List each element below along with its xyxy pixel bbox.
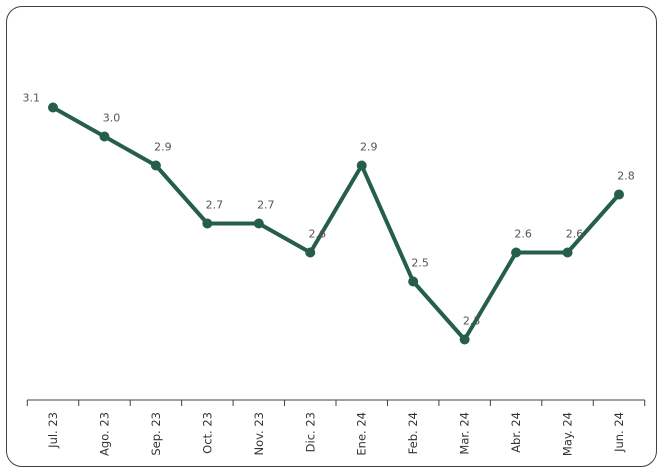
- data-point: [614, 189, 624, 200]
- x-tick-label: Ene. 24: [355, 412, 369, 456]
- x-tick-label: Nov. 23: [252, 412, 266, 456]
- data-label: 2.5: [411, 257, 429, 270]
- x-tick-label: Dic. 23: [303, 412, 317, 452]
- data-label: 2.8: [617, 170, 635, 183]
- x-tick-label: Jul. 23: [46, 412, 60, 449]
- data-point: [408, 276, 419, 287]
- data-label: 2.7: [206, 199, 224, 212]
- data-label: 2.3: [463, 315, 481, 328]
- data-label: 2.6: [566, 228, 584, 241]
- x-tick-label: May. 24: [561, 412, 575, 456]
- series-line-layer: [51, 105, 621, 342]
- data-point: [253, 218, 264, 229]
- data-label: 2.9: [154, 141, 172, 154]
- x-tick-label: Abr. 24: [509, 412, 523, 453]
- data-label-layer: 3.1 3.0 2.9 2.7 2.7 2.6 2.9 2.5 2.3 2.6 2.6 2.8: [23, 92, 635, 328]
- data-label: 3.1: [23, 92, 41, 105]
- x-tick-label: Ago. 23: [97, 412, 111, 456]
- data-point: [305, 247, 316, 258]
- x-tick-label: Feb. 24: [406, 412, 420, 454]
- x-tick-label: Mar. 24: [458, 412, 472, 455]
- data-point: [202, 218, 213, 229]
- x-axis: [26, 399, 646, 406]
- data-point: [356, 160, 367, 171]
- data-point: [459, 334, 470, 345]
- x-tick-label: Jun. 24: [612, 412, 626, 453]
- data-point: [511, 247, 522, 258]
- data-label: 2.9: [360, 141, 378, 154]
- data-label: 3.0: [103, 112, 121, 125]
- data-point-layer: [48, 102, 624, 345]
- data-label: 2.6: [514, 228, 532, 241]
- x-tick-label: Sep. 23: [149, 412, 163, 456]
- data-label: 2.7: [257, 199, 275, 212]
- data-point: [150, 160, 161, 171]
- series-line: [51, 105, 621, 342]
- data-point: [562, 247, 573, 258]
- x-tick-label-layer: Jul. 23 Ago. 23 Sep. 23 Oct. 23 Nov. 23 Dic. …: [46, 412, 626, 456]
- chart-frame: [6, 6, 657, 467]
- data-point: [99, 131, 110, 142]
- data-point: [48, 102, 58, 113]
- x-tick-label: Oct. 23: [200, 412, 214, 454]
- data-label: 2.6: [309, 228, 327, 241]
